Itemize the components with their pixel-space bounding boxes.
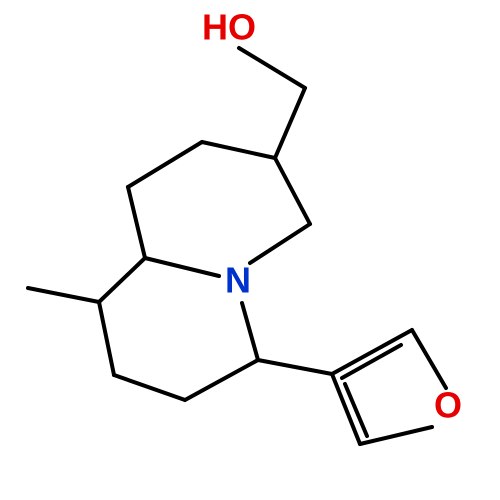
bond-lines: [28, 48, 446, 444]
bond-line: [114, 375, 185, 400]
bond-line: [202, 142, 275, 158]
bond-line: [145, 258, 219, 276]
nitrogen-label: N: [225, 260, 251, 301]
hydroxyl-label: HO: [202, 7, 256, 48]
bond-line: [185, 360, 258, 400]
bond-line: [28, 288, 99, 302]
bond-line: [250, 224, 310, 263]
bond-line: [360, 427, 432, 444]
bond-line: [275, 88, 305, 158]
bond-line: [99, 258, 145, 302]
bond-line: [412, 330, 446, 388]
bond-line: [258, 360, 332, 374]
bond-line: [128, 187, 145, 258]
bond-line: [239, 48, 305, 88]
bond-line: [99, 302, 114, 375]
bond-line: [275, 158, 310, 224]
bond-line: [242, 303, 258, 360]
furan-oxygen-label: O: [434, 385, 462, 426]
bond-line: [128, 142, 202, 187]
bond-line: [332, 330, 412, 374]
molecule-diagram: HO N O: [0, 0, 500, 500]
